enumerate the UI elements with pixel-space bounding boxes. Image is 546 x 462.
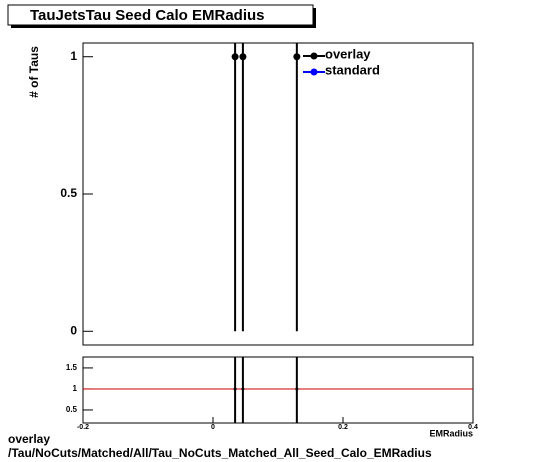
y-tick-label: 1 [70,49,77,63]
x-tick-label: -0.2 [77,424,89,431]
plot-area [83,357,473,423]
y-tick-label: 1 [73,384,78,393]
y-tick-label: 0 [70,323,77,337]
y-tick-label: 1.5 [66,363,78,372]
data-point [293,53,301,61]
plot-area [231,43,301,332]
ratio-frame [82,356,474,424]
data-point [239,53,247,61]
legend-marker [310,68,318,76]
x-tick-label: 0.4 [468,424,478,431]
x-axis-label: EMRadius [429,428,473,438]
x-tick-label: 0.2 [338,424,348,431]
legend-label: standard [325,62,380,77]
caption: overlay [8,432,50,446]
data-point [241,387,245,391]
y-axis-label: # of Taus [27,46,41,98]
data-point [295,387,299,391]
x-tick-label: 0 [211,424,215,431]
y-tick-label: 0.5 [66,405,78,414]
caption: /Tau/NoCuts/Matched/All/Tau_NoCuts_Match… [8,446,432,460]
y-tick-label: 0.5 [60,186,77,200]
plot-frame [82,42,474,346]
chart-title: TauJetsTau Seed Calo EMRadius [30,7,265,24]
legend-marker [310,52,318,60]
data-point [231,53,239,61]
title-box [7,4,314,26]
legend-label: overlay [325,46,371,61]
data-point [233,387,237,391]
